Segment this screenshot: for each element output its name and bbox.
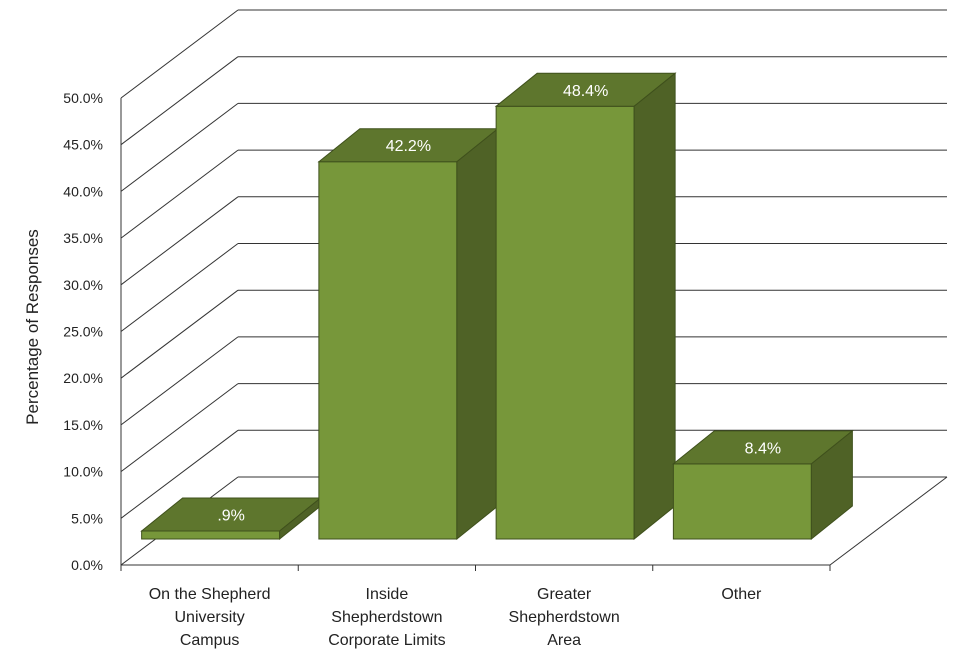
gridline-wall bbox=[120, 289, 239, 379]
y-tick-labels: 0.0% 5.0% 10.0% 15.0% 20.0% 25.0% 30.0% 35.0% 40… bbox=[63, 90, 103, 573]
x-category-label-line: Greater bbox=[537, 586, 592, 603]
y-tick-label: 10.0% bbox=[63, 464, 103, 480]
gridline-wall bbox=[120, 196, 239, 286]
data-label: .9% bbox=[217, 507, 245, 524]
x-category-label-line: Area bbox=[547, 632, 581, 649]
x-category-label-line: Shepherdstown bbox=[331, 609, 442, 626]
gridline-wall bbox=[120, 383, 239, 472]
y-tick-label: 45.0% bbox=[63, 137, 103, 153]
bar-side bbox=[810, 429, 853, 541]
y-tick-label: 40.0% bbox=[63, 183, 103, 199]
bar-side bbox=[456, 127, 499, 541]
x-category-labels: On the Shepherd University Campus Inside She… bbox=[149, 586, 762, 649]
y-axis-title: Percentage of Responses bbox=[23, 229, 42, 425]
gridline-wall bbox=[120, 243, 239, 332]
gridline-wall bbox=[120, 56, 239, 146]
bar-front bbox=[495, 105, 635, 540]
y-tick-label: 15.0% bbox=[63, 417, 103, 433]
y-tick-label: 30.0% bbox=[63, 277, 103, 293]
bar-front bbox=[318, 161, 458, 540]
data-label: 8.4% bbox=[745, 440, 781, 457]
x-category-label-line: Other bbox=[721, 586, 762, 603]
gridline-wall bbox=[120, 9, 239, 99]
x-category-label-line: Inside bbox=[366, 586, 409, 603]
y-tick-label: 5.0% bbox=[71, 510, 103, 526]
gridline-wall bbox=[120, 103, 239, 192]
y-tick-label: 0.0% bbox=[71, 557, 103, 573]
floor-edge bbox=[829, 476, 948, 566]
x-category-label: On the Shepherd University Campus bbox=[149, 586, 271, 649]
y-tick-label: 25.0% bbox=[63, 324, 103, 340]
x-category-label-line: On the Shepherd bbox=[149, 586, 271, 603]
x-category-label: Inside Shepherdstown Corporate Limits bbox=[328, 586, 445, 649]
x-category-label: Other bbox=[721, 586, 762, 603]
bar-front bbox=[672, 463, 812, 540]
bars: .9% 42.2% 48.4% 8.4% bbox=[140, 72, 854, 541]
x-category-label-line: University bbox=[175, 609, 245, 626]
y-tick-label: 20.0% bbox=[63, 370, 103, 386]
axes bbox=[120, 98, 948, 571]
x-category-label-line: Campus bbox=[180, 632, 240, 649]
x-category-label: Greater Shepherdstown Area bbox=[509, 586, 620, 649]
gridline-wall bbox=[120, 336, 239, 426]
y-tick-label: 35.0% bbox=[63, 230, 103, 246]
y-tick-label: 50.0% bbox=[63, 90, 103, 106]
x-category-label-line: Shepherdstown bbox=[509, 609, 620, 626]
gridline-wall bbox=[120, 429, 239, 519]
data-label: 42.2% bbox=[386, 138, 431, 155]
gridline-wall bbox=[120, 149, 239, 239]
bar-side bbox=[633, 72, 676, 541]
x-category-label-line: Corporate Limits bbox=[328, 632, 445, 649]
bar-front bbox=[141, 530, 281, 540]
data-label: 48.4% bbox=[563, 83, 608, 100]
